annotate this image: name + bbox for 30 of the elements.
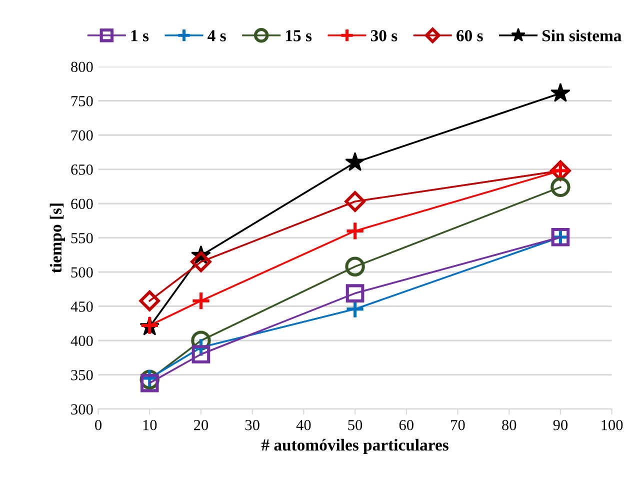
x-tick-label: 40 bbox=[296, 420, 311, 430]
y-tick-label: 750 bbox=[72, 96, 93, 106]
x-tick-label: 70 bbox=[451, 420, 465, 430]
x-tick-label: 30 bbox=[245, 420, 260, 430]
legend-label: 15 s bbox=[286, 30, 312, 42]
legend-label: 1 s bbox=[131, 30, 149, 42]
x-tick-label: 60 bbox=[399, 420, 414, 430]
x-axis-title: # automóviles particulares bbox=[261, 438, 448, 454]
y-tick-label: 500 bbox=[71, 267, 93, 278]
x-tick-label: 90 bbox=[553, 420, 568, 430]
y-tick-label: 800 bbox=[71, 62, 93, 72]
legend-label: 4 s bbox=[208, 30, 226, 42]
legend-label: 60 s bbox=[456, 30, 483, 42]
legend-label: Sin sistema bbox=[542, 30, 622, 42]
y-tick-label: 650 bbox=[71, 164, 93, 175]
x-tick-label: 80 bbox=[502, 420, 516, 430]
y-tick-label: 400 bbox=[70, 336, 93, 346]
y-tick-label: 450 bbox=[70, 301, 93, 312]
x-tick-label: 100 bbox=[602, 420, 623, 430]
y-axis-title: tiempo [s] bbox=[50, 204, 65, 273]
x-tick-label: 20 bbox=[194, 420, 208, 430]
legend-label: 30 s bbox=[370, 30, 398, 42]
x-tick-label: 10 bbox=[143, 420, 157, 430]
x-tick-label: 0 bbox=[95, 420, 102, 430]
y-tick-label: 300 bbox=[71, 404, 93, 415]
y-tick-label: 550 bbox=[71, 232, 93, 244]
y-tick-label: 700 bbox=[72, 130, 93, 141]
y-tick-label: 600 bbox=[71, 198, 93, 210]
x-tick-label: 50 bbox=[348, 420, 362, 430]
y-tick-label: 350 bbox=[71, 370, 93, 380]
